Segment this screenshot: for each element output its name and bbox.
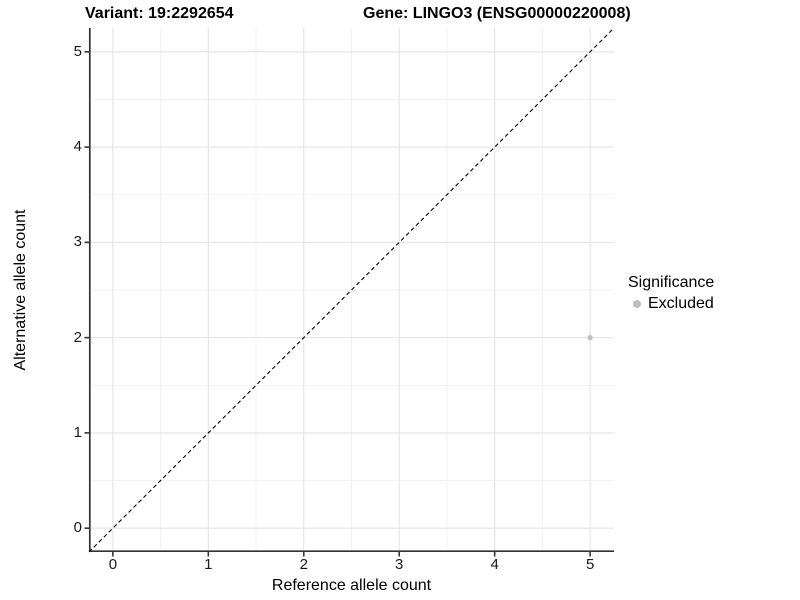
y-tick-label: 3 [73,233,82,251]
gene-title: Gene: LINGO3 (ENSG00000220008) [363,5,631,22]
y-tick-label: 0 [73,519,82,537]
x-tick-label: 2 [299,556,308,573]
legend: Significance Excluded [628,273,714,313]
plot-panel-svg [84,27,615,557]
x-tick-label: 5 [585,556,595,573]
legend-title: Significance [628,274,715,291]
variant-title: Variant: 19:2292654 [85,5,234,22]
y-tick-label: 5 [73,42,82,60]
y-axis-title: Alternative allele count [12,209,29,371]
y-tick-label: 2 [73,328,82,346]
identity-line [88,27,615,553]
y-tick-label: 1 [73,423,82,441]
x-axis-title: Reference allele count [271,577,432,594]
legend-entry-label: Excluded [648,295,714,312]
x-tick-label: 4 [490,556,499,573]
x-tick-label: 3 [395,556,404,573]
data-point [587,335,593,341]
x-tick-label: 1 [204,556,213,573]
x-tick-label: 0 [108,556,118,573]
legend-entry-excluded: Excluded [628,295,714,313]
plot-panel [84,27,615,557]
legend-key [628,295,646,313]
excluded-point-icon [633,300,641,308]
y-tick-label: 4 [73,138,82,156]
